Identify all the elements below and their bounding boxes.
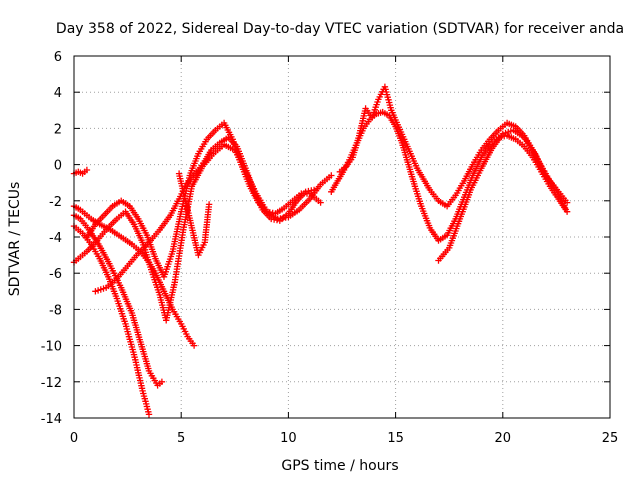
series-markers bbox=[92, 134, 318, 295]
y-tick-label: -8 bbox=[49, 303, 62, 318]
axis-ticks: 0 5 10 15 20 25 -14 -12 -10 -8 -6 -4 -2 0 2 4 6 bbox=[41, 50, 619, 446]
y-tick-label: -6 bbox=[49, 267, 62, 282]
y-tick-label: -10 bbox=[41, 340, 62, 355]
y-tick-label: 2 bbox=[54, 122, 62, 137]
x-tick-label: 20 bbox=[495, 431, 512, 446]
x-tick-label: 5 bbox=[177, 431, 185, 446]
y-tick-label: 6 bbox=[54, 50, 62, 65]
x-tick-label: 15 bbox=[387, 431, 404, 446]
grid-lines bbox=[74, 56, 610, 418]
chart-title: Day 358 of 2022, Sidereal Day-to-day VTE… bbox=[56, 21, 624, 37]
x-axis-title: GPS time / hours bbox=[281, 458, 398, 474]
y-tick-label: 0 bbox=[54, 159, 62, 174]
series-track-7 bbox=[175, 170, 213, 259]
series-track-5 bbox=[83, 119, 324, 280]
data-series bbox=[70, 83, 571, 418]
x-tick-label: 0 bbox=[70, 431, 78, 446]
series-track-11 bbox=[435, 127, 569, 264]
x-tick-label: 10 bbox=[280, 431, 297, 446]
series-markers bbox=[336, 83, 571, 210]
series-track-10 bbox=[336, 83, 571, 210]
y-tick-label: -12 bbox=[41, 376, 62, 391]
y-tick-label: -2 bbox=[49, 195, 62, 210]
series-markers bbox=[83, 119, 324, 280]
y-axis-title: SDTVAR / TECUs bbox=[7, 182, 23, 297]
y-tick-label: 4 bbox=[54, 86, 62, 101]
plot-frame bbox=[73, 55, 611, 419]
series-track-6 bbox=[92, 134, 318, 295]
x-tick-label: 25 bbox=[602, 431, 619, 446]
y-tick-label: -14 bbox=[41, 412, 62, 427]
series-track-9 bbox=[328, 108, 571, 244]
series-markers bbox=[328, 108, 571, 244]
series-markers bbox=[175, 170, 213, 259]
y-tick-label: -4 bbox=[49, 231, 62, 246]
series-markers bbox=[435, 127, 569, 264]
